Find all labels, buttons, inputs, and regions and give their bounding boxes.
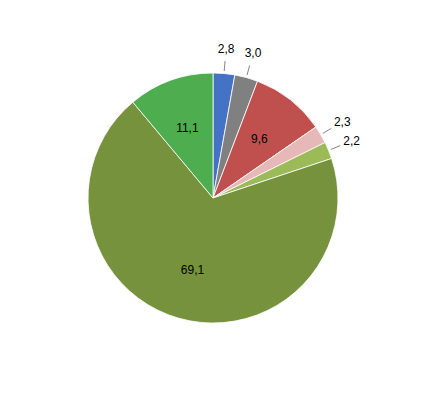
svg-text:2,2: 2,2: [343, 134, 360, 148]
svg-text:69,1: 69,1: [181, 263, 205, 277]
svg-text:2,8: 2,8: [218, 42, 235, 56]
svg-text:3,0: 3,0: [245, 46, 262, 60]
svg-text:11,1: 11,1: [176, 121, 199, 135]
svg-text:2,3: 2,3: [334, 115, 351, 129]
svg-text:9,6: 9,6: [251, 132, 268, 146]
